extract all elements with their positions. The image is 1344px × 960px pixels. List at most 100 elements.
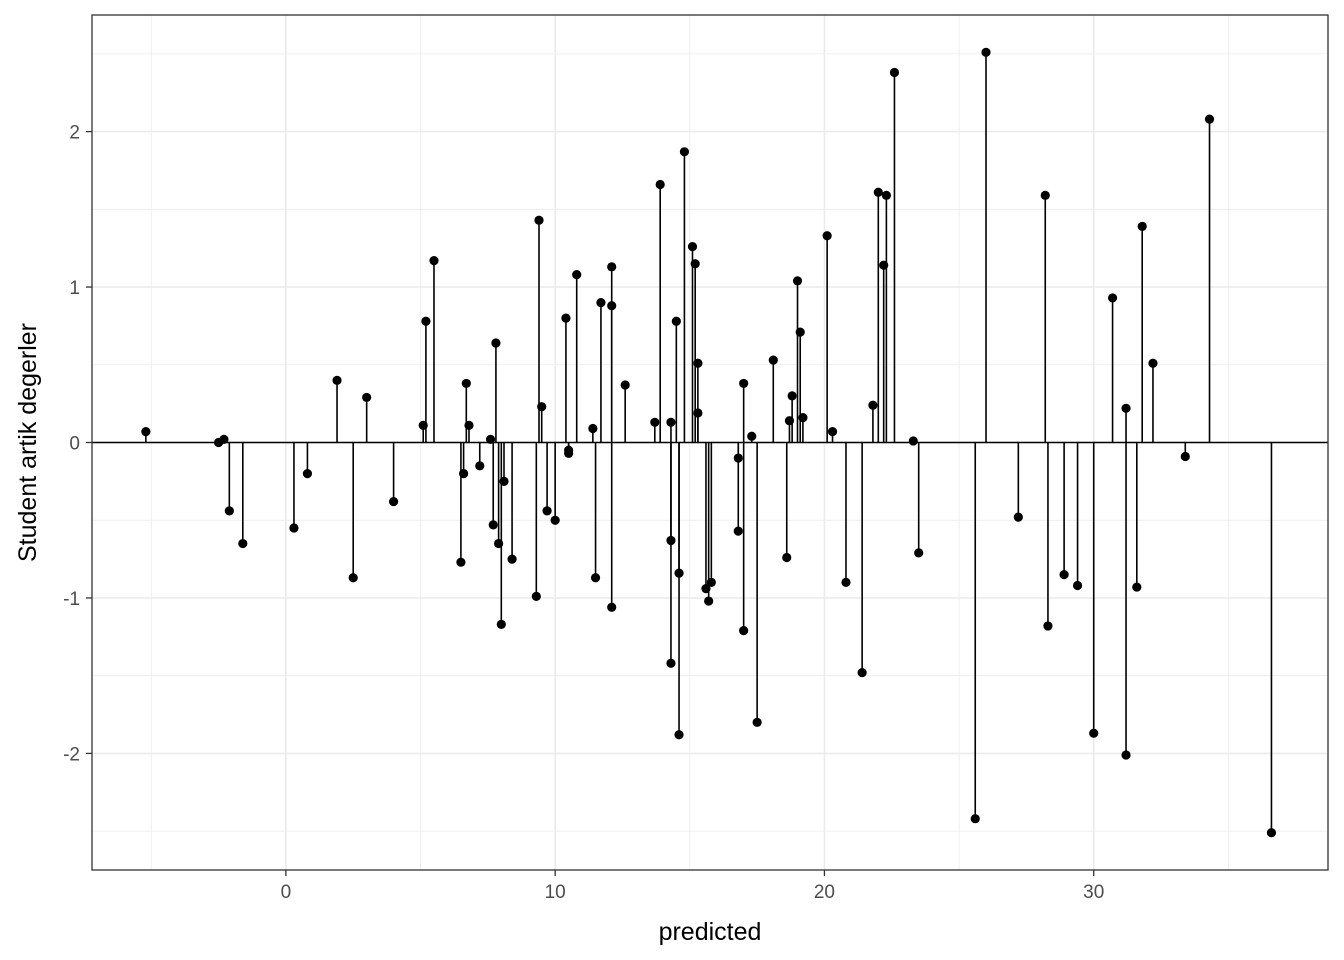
- residual-point: [787, 391, 797, 401]
- residual-point: [429, 256, 439, 266]
- residual-point: [666, 417, 676, 427]
- residual-point: [1137, 221, 1147, 232]
- y-axis-title: Student artik degerler: [14, 323, 42, 562]
- residual-point: [607, 301, 617, 311]
- residual-point: [238, 538, 248, 549]
- residual-point: [507, 554, 517, 564]
- y-axis-ticks: -2 -1 0 1 2: [63, 123, 92, 765]
- y-tick-label: 0: [69, 434, 80, 455]
- residual-point: [459, 468, 469, 479]
- residual-point: [733, 526, 743, 536]
- residual-point: [827, 427, 838, 437]
- residual-point: [889, 67, 900, 78]
- residual-point: [914, 548, 924, 558]
- residual-point: [531, 591, 541, 602]
- residual-point: [1204, 114, 1215, 124]
- residual-point: [674, 730, 684, 740]
- residual-point: [650, 417, 660, 427]
- residual-point: [690, 259, 700, 269]
- residual-point: [219, 434, 229, 444]
- residual-point: [289, 523, 299, 533]
- residual-point: [706, 577, 716, 588]
- residual-point: [456, 557, 466, 567]
- residual-point: [607, 602, 617, 612]
- residual-point: [491, 338, 501, 348]
- residual-point: [388, 496, 399, 507]
- residual-point: [666, 658, 676, 668]
- residual-point: [1107, 293, 1118, 303]
- residual-point: [679, 147, 690, 157]
- residual-point: [475, 461, 485, 471]
- residual-point: [782, 552, 792, 563]
- y-tick-label: -2: [63, 744, 80, 765]
- residual-point: [1059, 570, 1069, 580]
- residual-point: [542, 506, 552, 516]
- residual-point: [590, 573, 601, 583]
- residual-stems: [145, 52, 1273, 833]
- residual-point: [733, 453, 743, 463]
- residual-point: [674, 568, 684, 578]
- residual-point: [795, 327, 805, 337]
- residual-point: [792, 276, 803, 286]
- residual-point: [537, 402, 547, 412]
- residual-point: [485, 434, 496, 444]
- residual-point: [1121, 403, 1131, 413]
- residual-point: [607, 262, 617, 272]
- residual-point: [857, 667, 867, 678]
- residual-points: [141, 47, 1277, 838]
- residual-point: [302, 468, 313, 479]
- residual-point: [970, 814, 980, 824]
- residual-point: [1043, 621, 1053, 631]
- x-tick-label: 20: [814, 882, 835, 903]
- residual-point: [687, 242, 698, 252]
- residual-point: [1040, 190, 1050, 200]
- residual-point: [596, 297, 606, 308]
- residual-point: [704, 596, 714, 606]
- residual-point: [496, 619, 506, 629]
- residual-point: [784, 416, 795, 426]
- residual-point: [879, 260, 889, 270]
- residual-point: [881, 190, 891, 200]
- residual-point: [572, 270, 582, 280]
- residual-point: [693, 358, 703, 368]
- residual-point: [1072, 580, 1083, 591]
- residual-point: [464, 420, 474, 430]
- y-tick-label: 2: [69, 123, 80, 144]
- residual-point: [494, 538, 504, 549]
- residual-point: [701, 584, 711, 594]
- residual-point: [981, 47, 991, 57]
- residual-point: [666, 535, 676, 546]
- residual-point: [534, 215, 544, 225]
- residual-point: [1121, 750, 1131, 760]
- residual-point: [362, 392, 372, 403]
- residual-point: [1148, 358, 1158, 368]
- residual-point: [488, 520, 498, 530]
- residual-point: [739, 378, 749, 389]
- residual-point: [908, 436, 918, 446]
- residual-point: [798, 413, 808, 423]
- residual-point: [332, 375, 342, 385]
- residual-point: [141, 427, 151, 437]
- x-tick-label: 10: [545, 882, 566, 903]
- x-tick-label: 30: [1083, 882, 1104, 903]
- x-tick-label: 0: [281, 882, 292, 903]
- residual-point: [348, 573, 358, 583]
- residual-point: [747, 431, 757, 441]
- residual-point: [822, 231, 832, 241]
- residual-point: [224, 506, 234, 516]
- residual-point: [421, 316, 431, 326]
- residual-point: [671, 316, 681, 326]
- residual-point: [1132, 582, 1142, 592]
- residual-point: [1180, 451, 1190, 462]
- residual-point: [588, 423, 598, 434]
- x-axis-title: predicted: [659, 918, 762, 946]
- residual-point: [655, 179, 665, 190]
- residual-point: [1266, 828, 1277, 838]
- residual-point: [418, 420, 428, 430]
- residual-point: [550, 515, 560, 525]
- residual-point: [499, 476, 509, 486]
- residual-point: [1089, 728, 1099, 738]
- residual-point: [561, 313, 571, 323]
